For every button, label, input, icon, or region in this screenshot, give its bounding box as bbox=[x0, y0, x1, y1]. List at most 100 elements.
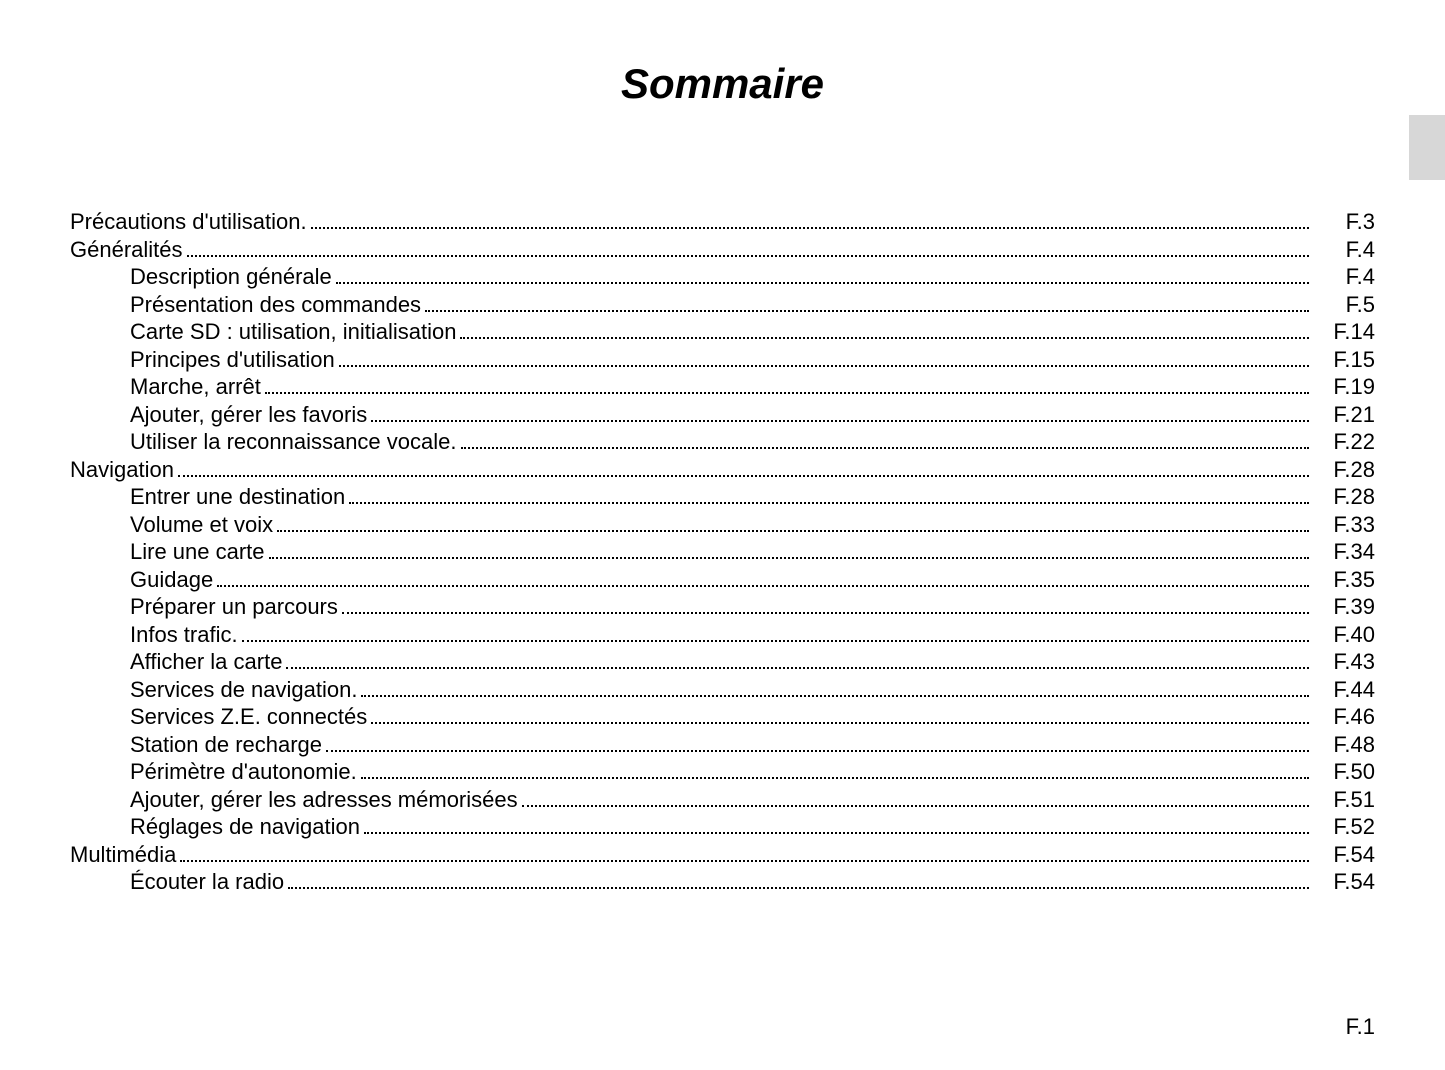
toc-leader-dots bbox=[311, 214, 1309, 229]
toc-entry: Carte SD : utilisation, initialisation F.… bbox=[70, 318, 1375, 346]
page-title: Sommaire bbox=[70, 60, 1375, 108]
toc-entry: Ajouter, gérer les favoris F.21 bbox=[70, 401, 1375, 429]
toc-entry-page: F.21 bbox=[1315, 401, 1375, 429]
toc-entry-label: Préparer un parcours bbox=[70, 593, 338, 621]
page-tab-marker bbox=[1409, 115, 1445, 180]
toc-leader-dots bbox=[342, 599, 1309, 614]
toc-entry-label: Description générale bbox=[70, 263, 332, 291]
toc-entry: Écouter la radio F.54 bbox=[70, 868, 1375, 896]
toc-leader-dots bbox=[461, 434, 1310, 449]
toc-entry-label: Présentation des commandes bbox=[70, 291, 421, 319]
toc-entry-label: Infos trafic. bbox=[70, 621, 238, 649]
toc-entry-page: F.52 bbox=[1315, 813, 1375, 841]
table-of-contents: Précautions d'utilisation. F.3Généralités… bbox=[70, 208, 1375, 896]
toc-entry-label: Périmètre d'autonomie. bbox=[70, 758, 357, 786]
toc-entry: Principes d'utilisation F.15 bbox=[70, 346, 1375, 374]
toc-entry: Volume et voix F.33 bbox=[70, 511, 1375, 539]
toc-entry: Utiliser la reconnaissance vocale. F.22 bbox=[70, 428, 1375, 456]
toc-entry: Multimédia F.54 bbox=[70, 841, 1375, 869]
toc-entry-page: F.39 bbox=[1315, 593, 1375, 621]
toc-entry: Préparer un parcours F.39 bbox=[70, 593, 1375, 621]
toc-leader-dots bbox=[339, 351, 1309, 366]
toc-entry-page: F.33 bbox=[1315, 511, 1375, 539]
toc-entry: Présentation des commandes F.5 bbox=[70, 291, 1375, 319]
toc-leader-dots bbox=[336, 269, 1309, 284]
toc-entry-page: F.22 bbox=[1315, 428, 1375, 456]
toc-entry-label: Guidage bbox=[70, 566, 213, 594]
toc-entry-label: Utiliser la reconnaissance vocale. bbox=[70, 428, 457, 456]
toc-entry-label: Réglages de navigation bbox=[70, 813, 360, 841]
toc-entry-page: F.4 bbox=[1315, 263, 1375, 291]
toc-entry-label: Marche, arrêt bbox=[70, 373, 261, 401]
toc-leader-dots bbox=[326, 736, 1309, 751]
toc-entry-label: Écouter la radio bbox=[70, 868, 284, 896]
toc-entry: Station de recharge F.48 bbox=[70, 731, 1375, 759]
toc-entry-label: Entrer une destination bbox=[70, 483, 345, 511]
toc-leader-dots bbox=[180, 846, 1309, 861]
toc-leader-dots bbox=[361, 681, 1309, 696]
toc-entry-page: F.50 bbox=[1315, 758, 1375, 786]
toc-entry: Précautions d'utilisation. F.3 bbox=[70, 208, 1375, 236]
toc-entry: Afficher la carte F.43 bbox=[70, 648, 1375, 676]
toc-entry: Infos trafic. F.40 bbox=[70, 621, 1375, 649]
toc-leader-dots bbox=[371, 406, 1309, 421]
toc-leader-dots bbox=[277, 516, 1309, 531]
toc-leader-dots bbox=[178, 461, 1309, 476]
toc-entry-page: F.43 bbox=[1315, 648, 1375, 676]
toc-entry-page: F.51 bbox=[1315, 786, 1375, 814]
toc-entry-label: Volume et voix bbox=[70, 511, 273, 539]
page-number-footer: F.1 bbox=[1346, 1014, 1375, 1040]
toc-entry: Marche, arrêt F.19 bbox=[70, 373, 1375, 401]
toc-entry-label: Navigation bbox=[70, 456, 174, 484]
toc-entry-label: Carte SD : utilisation, initialisation bbox=[70, 318, 456, 346]
toc-entry: Réglages de navigation F.52 bbox=[70, 813, 1375, 841]
toc-entry-label: Services Z.E. connectés bbox=[70, 703, 367, 731]
toc-entry-page: F.3 bbox=[1315, 208, 1375, 236]
toc-leader-dots bbox=[288, 874, 1309, 889]
toc-entry-label: Précautions d'utilisation. bbox=[70, 208, 307, 236]
toc-entry: GénéralitésF.4 bbox=[70, 236, 1375, 264]
toc-entry-page: F.14 bbox=[1315, 318, 1375, 346]
toc-entry: Services Z.E. connectés F.46 bbox=[70, 703, 1375, 731]
toc-entry-label: Ajouter, gérer les adresses mémorisées bbox=[70, 786, 518, 814]
toc-leader-dots bbox=[522, 791, 1309, 806]
toc-entry-page: F.4 bbox=[1315, 236, 1375, 264]
toc-leader-dots bbox=[269, 544, 1309, 559]
toc-entry: Lire une carte F.34 bbox=[70, 538, 1375, 566]
toc-entry: Périmètre d'autonomie. F.50 bbox=[70, 758, 1375, 786]
toc-entry: Entrer une destination F.28 bbox=[70, 483, 1375, 511]
toc-entry-page: F.5 bbox=[1315, 291, 1375, 319]
toc-entry-page: F.40 bbox=[1315, 621, 1375, 649]
toc-entry-page: F.34 bbox=[1315, 538, 1375, 566]
toc-leader-dots bbox=[364, 819, 1309, 834]
toc-leader-dots bbox=[265, 379, 1309, 394]
toc-entry-page: F.15 bbox=[1315, 346, 1375, 374]
toc-entry-label: Station de recharge bbox=[70, 731, 322, 759]
toc-entry-page: F.54 bbox=[1315, 841, 1375, 869]
toc-leader-dots bbox=[371, 709, 1309, 724]
toc-entry: Description générale F.4 bbox=[70, 263, 1375, 291]
toc-entry-page: F.35 bbox=[1315, 566, 1375, 594]
toc-entry-page: F.46 bbox=[1315, 703, 1375, 731]
toc-entry-page: F.19 bbox=[1315, 373, 1375, 401]
toc-entry-label: Multimédia bbox=[70, 841, 176, 869]
toc-entry-page: F.54 bbox=[1315, 868, 1375, 896]
toc-entry-page: F.44 bbox=[1315, 676, 1375, 704]
toc-entry-label: Afficher la carte bbox=[70, 648, 282, 676]
toc-entry-page: F.28 bbox=[1315, 456, 1375, 484]
toc-entry-page: F.28 bbox=[1315, 483, 1375, 511]
toc-entry-label: Services de navigation. bbox=[70, 676, 357, 704]
toc-leader-dots bbox=[425, 296, 1309, 311]
toc-entry: Navigation F.28 bbox=[70, 456, 1375, 484]
toc-leader-dots bbox=[361, 764, 1309, 779]
toc-leader-dots bbox=[286, 654, 1309, 669]
toc-leader-dots bbox=[242, 626, 1309, 641]
toc-entry-page: F.48 bbox=[1315, 731, 1375, 759]
toc-entry-label: Ajouter, gérer les favoris bbox=[70, 401, 367, 429]
toc-entry: Ajouter, gérer les adresses mémorisées F.… bbox=[70, 786, 1375, 814]
toc-leader-dots bbox=[349, 489, 1309, 504]
toc-leader-dots bbox=[217, 571, 1309, 586]
toc-entry-label: Principes d'utilisation bbox=[70, 346, 335, 374]
toc-leader-dots bbox=[187, 241, 1309, 256]
toc-entry-label: Lire une carte bbox=[70, 538, 265, 566]
